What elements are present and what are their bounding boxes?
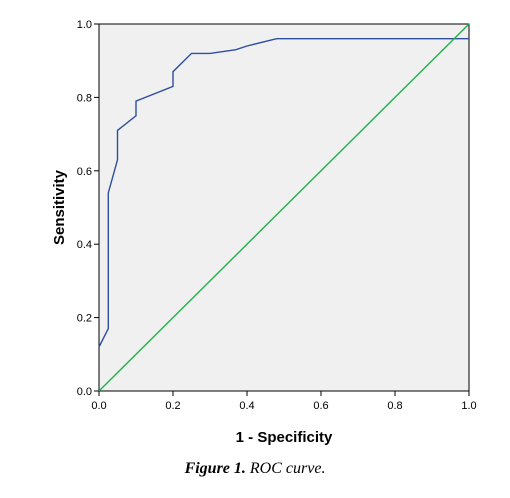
y-tick-label: 0.4 — [77, 239, 92, 251]
reference-diagonal-line — [98, 23, 470, 392]
x-tick-label: 1.0 — [461, 400, 476, 412]
x-tick-label: 0.4 — [239, 400, 254, 412]
figure-caption: Figure 1. ROC curve. — [0, 460, 510, 478]
y-tick-label: 0.8 — [77, 92, 92, 104]
x-tick-label: 0.2 — [165, 400, 180, 412]
x-tick-label: 0.0 — [91, 400, 106, 412]
y-axis-title: Sensitivity — [51, 169, 68, 245]
y-tick-label: 0.6 — [77, 166, 92, 178]
curves-layer — [98, 23, 470, 392]
caption-number: Figure 1. — [184, 460, 246, 477]
x-tick-label: 0.6 — [313, 400, 328, 412]
roc-curve-line — [98, 38, 469, 348]
caption-text: ROC curve. — [249, 460, 326, 477]
x-tick-label: 0.8 — [387, 400, 402, 412]
x-axis-title: 1 - Specificity — [236, 429, 333, 446]
axes-layer: 0.0 0.0 0.2 0.2 0.4 0.4 0.6 0.6 0.8 0.8 1.0 1.0 — [77, 19, 477, 412]
y-tick-label: 0.2 — [77, 313, 92, 325]
roc-chart: 0.0 0.0 0.2 0.2 0.4 0.4 0.6 0.6 0.8 0.8 1.0 1.0 1 -… — [51, 19, 477, 446]
y-tick-label: 0.0 — [77, 386, 92, 398]
y-tick-label: 1.0 — [77, 19, 92, 31]
